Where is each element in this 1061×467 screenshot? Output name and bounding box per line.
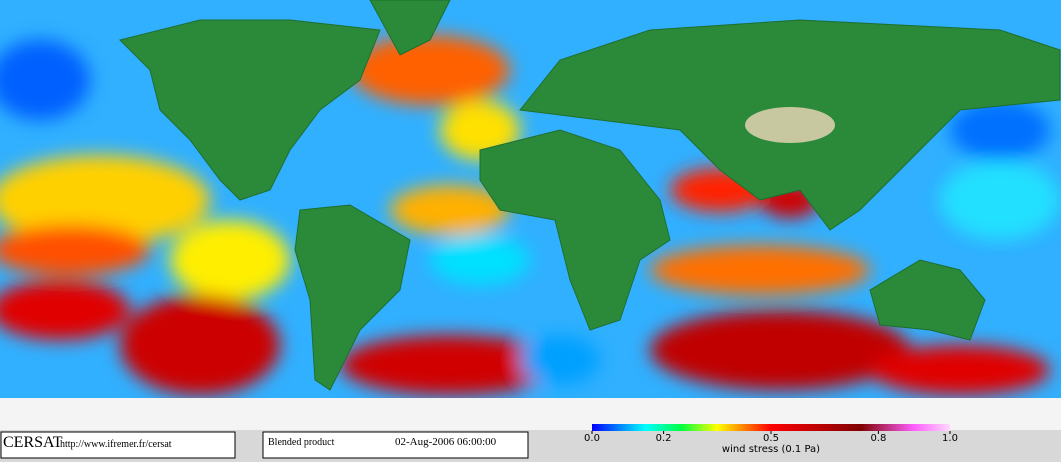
colorbar-tick-label: 0.8 xyxy=(870,433,886,444)
colorbar-tick-label: 0.5 xyxy=(763,433,779,444)
colorbar-tick-label: 1.0 xyxy=(942,433,958,444)
product-box xyxy=(262,431,529,459)
colorbar-tick-label: 0.0 xyxy=(584,433,600,444)
product: Blended product xyxy=(268,437,335,448)
url[interactable]: http://www.ifremer.fr/cersat xyxy=(60,439,172,450)
wind-field xyxy=(0,35,1060,395)
date: 02-Aug-2006 06:00:00 xyxy=(395,436,497,448)
plateau xyxy=(745,107,835,143)
logo-box xyxy=(0,431,236,459)
logo: CERSAT xyxy=(3,434,63,451)
colorbar-tick-label: 0.2 xyxy=(656,433,672,444)
colorbar xyxy=(592,424,950,431)
colorbar-label: wind stress (0.1 Pa) xyxy=(722,444,820,455)
